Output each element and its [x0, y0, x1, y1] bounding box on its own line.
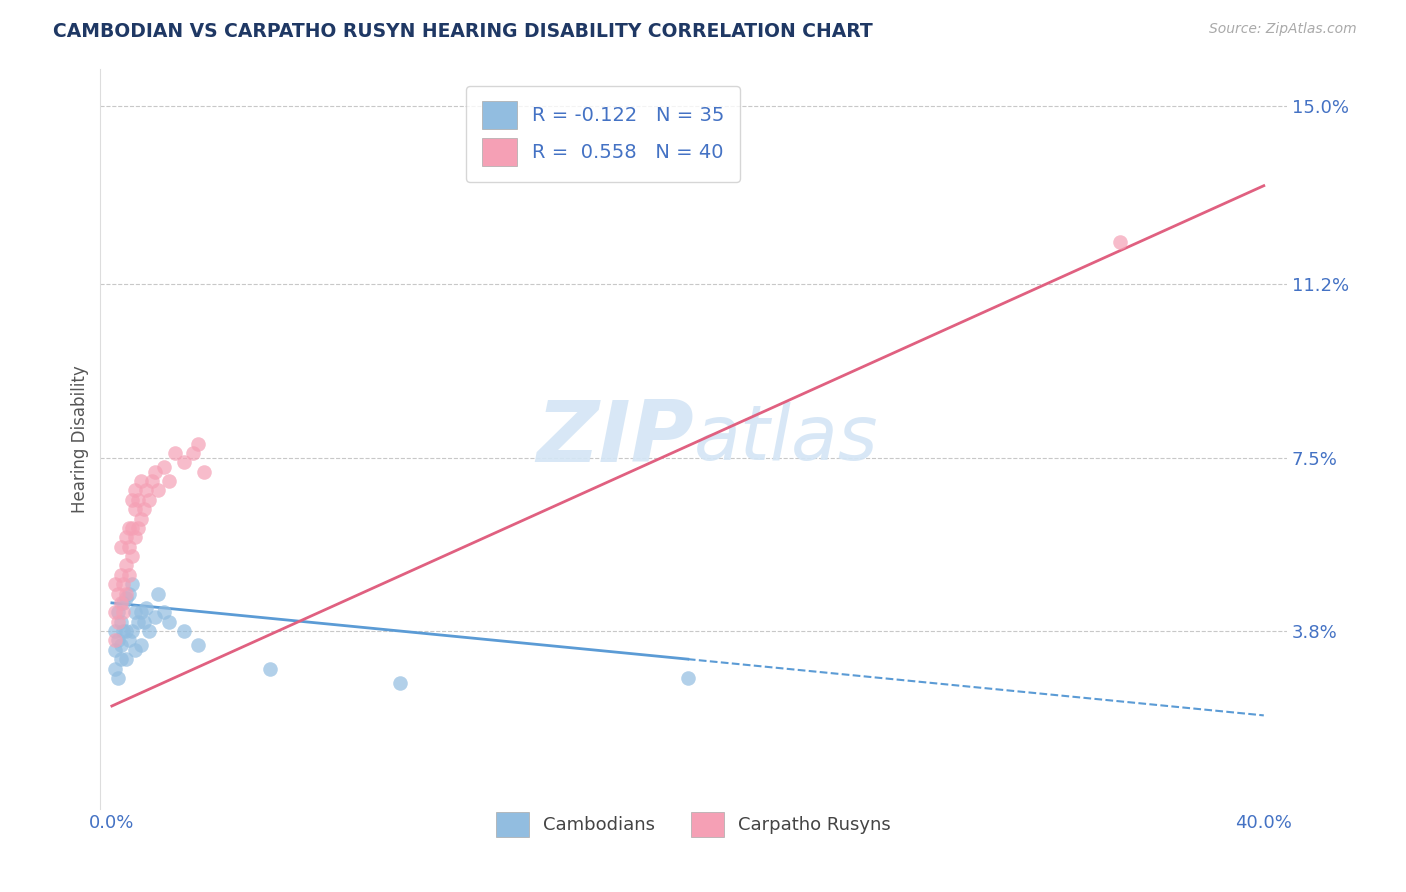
- Point: [124, 605, 146, 619]
- Point: [115, 586, 138, 600]
- Legend: Cambodians, Carpatho Rusyns: Cambodians, Carpatho Rusyns: [489, 805, 898, 845]
- Point: [118, 521, 141, 535]
- Point: [187, 638, 209, 652]
- Point: [104, 577, 127, 591]
- Point: [129, 474, 152, 488]
- Point: [112, 605, 135, 619]
- Point: [676, 671, 699, 685]
- Point: [110, 638, 132, 652]
- Point: [110, 540, 132, 554]
- Point: [121, 549, 143, 563]
- Point: [127, 615, 149, 629]
- Point: [115, 530, 138, 544]
- Point: [110, 567, 132, 582]
- Text: CAMBODIAN VS CARPATHO RUSYN HEARING DISABILITY CORRELATION CHART: CAMBODIAN VS CARPATHO RUSYN HEARING DISA…: [53, 22, 873, 41]
- Point: [124, 642, 146, 657]
- Point: [124, 483, 146, 498]
- Point: [124, 502, 146, 516]
- Point: [165, 446, 187, 460]
- Point: [121, 624, 143, 638]
- Point: [127, 521, 149, 535]
- Point: [129, 605, 152, 619]
- Point: [129, 511, 152, 525]
- Point: [138, 492, 160, 507]
- Point: [112, 624, 135, 638]
- Point: [118, 586, 141, 600]
- Point: [143, 465, 166, 479]
- Point: [112, 577, 135, 591]
- Point: [110, 596, 132, 610]
- Point: [107, 671, 129, 685]
- Point: [388, 675, 411, 690]
- Point: [132, 502, 155, 516]
- Point: [187, 436, 209, 450]
- Point: [110, 652, 132, 666]
- Point: [259, 661, 281, 675]
- Point: [115, 624, 138, 638]
- Point: [107, 586, 129, 600]
- Point: [115, 591, 138, 606]
- Point: [107, 605, 129, 619]
- Point: [135, 600, 157, 615]
- Point: [132, 615, 155, 629]
- Point: [159, 474, 181, 488]
- Point: [181, 446, 204, 460]
- Point: [146, 586, 169, 600]
- Point: [112, 596, 135, 610]
- Point: [115, 652, 138, 666]
- Point: [107, 633, 129, 648]
- Point: [121, 577, 143, 591]
- Point: [127, 492, 149, 507]
- Point: [143, 610, 166, 624]
- Text: atlas: atlas: [693, 401, 879, 475]
- Point: [152, 459, 174, 474]
- Point: [107, 615, 129, 629]
- Text: ZIP: ZIP: [536, 397, 693, 480]
- Point: [135, 483, 157, 498]
- Point: [104, 605, 127, 619]
- Point: [138, 624, 160, 638]
- Point: [118, 633, 141, 648]
- Point: [159, 615, 181, 629]
- Point: [129, 638, 152, 652]
- Point: [141, 474, 163, 488]
- Point: [118, 540, 141, 554]
- Point: [193, 465, 215, 479]
- Point: [110, 615, 132, 629]
- Point: [104, 624, 127, 638]
- Y-axis label: Hearing Disability: Hearing Disability: [72, 365, 89, 513]
- Point: [104, 633, 127, 648]
- Point: [121, 492, 143, 507]
- Point: [115, 558, 138, 573]
- Point: [118, 567, 141, 582]
- Point: [1108, 235, 1130, 249]
- Point: [173, 455, 195, 469]
- Point: [104, 642, 127, 657]
- Point: [124, 530, 146, 544]
- Point: [146, 483, 169, 498]
- Point: [121, 521, 143, 535]
- Point: [152, 605, 174, 619]
- Text: Source: ZipAtlas.com: Source: ZipAtlas.com: [1209, 22, 1357, 37]
- Point: [173, 624, 195, 638]
- Point: [104, 661, 127, 675]
